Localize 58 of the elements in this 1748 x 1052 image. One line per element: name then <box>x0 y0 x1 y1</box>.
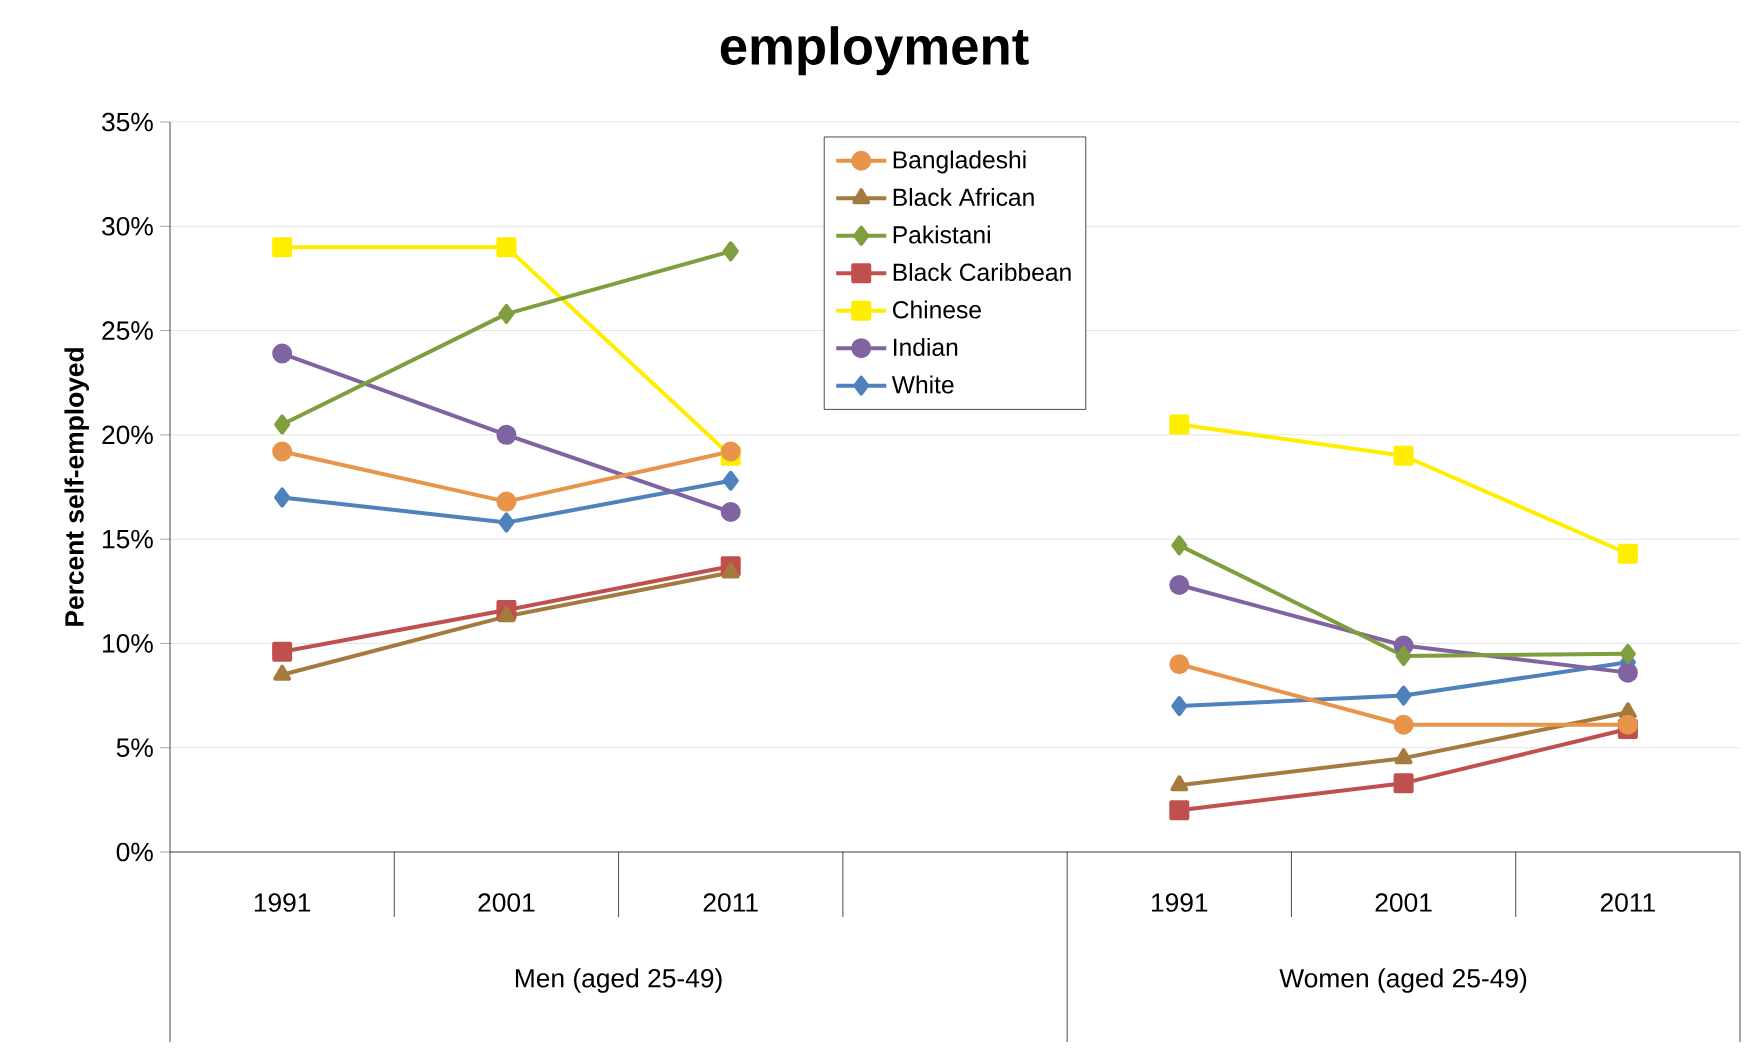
point <box>272 237 293 258</box>
point <box>1617 662 1638 683</box>
y-tick-label: 25% <box>102 321 153 340</box>
point <box>1169 575 1190 596</box>
point <box>1617 543 1638 564</box>
point <box>1393 714 1414 735</box>
point <box>1169 654 1190 675</box>
x-tick-label: 1991 <box>1151 893 1208 912</box>
point <box>272 641 293 662</box>
point <box>1169 800 1190 821</box>
text: Men (aged 25-49) <box>515 968 722 993</box>
point <box>273 664 292 681</box>
point <box>1394 748 1413 765</box>
point <box>1393 773 1414 794</box>
point <box>1619 643 1636 664</box>
x-tick-label: 2011 <box>703 893 758 912</box>
legend-label: Black Caribbean <box>893 262 1071 282</box>
point <box>720 502 741 523</box>
point <box>496 424 517 445</box>
legend-label: Black African <box>893 187 1034 207</box>
point <box>1171 696 1188 716</box>
point <box>1169 414 1190 435</box>
point <box>722 470 739 491</box>
point <box>1395 685 1412 706</box>
y-tick-label: 15% <box>103 529 153 549</box>
y-tick-label: 5% <box>116 738 153 757</box>
legend-label: White <box>891 375 954 394</box>
legend-label: Pakistani <box>893 225 990 244</box>
y-tick-label: 10% <box>103 634 153 653</box>
point <box>496 237 517 258</box>
y-axis-title: Percent self-employed <box>64 348 89 626</box>
y-tick-label: 0% <box>116 842 153 862</box>
point <box>1393 445 1414 466</box>
point <box>272 441 293 462</box>
point <box>274 414 291 435</box>
y-tick-label: 30% <box>102 216 153 236</box>
point <box>1170 775 1189 792</box>
point <box>498 303 515 324</box>
x-tick-label: 2001 <box>1375 893 1432 912</box>
point <box>274 487 291 508</box>
point <box>1171 535 1188 556</box>
point <box>1395 645 1412 666</box>
legend-label: Indian <box>894 337 958 357</box>
x-tick-label: 1991 <box>254 893 311 912</box>
y-tick-label: 35% <box>102 112 153 132</box>
x-tick-label: 2001 <box>478 893 535 912</box>
legend-label: Bangladeshi <box>893 150 1026 174</box>
text: Women (aged 25-49) <box>1279 968 1527 993</box>
chart-title: employment <box>720 26 1029 76</box>
y-tick-label: 20% <box>102 425 153 445</box>
x-tick-label: 2011 <box>1600 893 1655 912</box>
point <box>498 512 515 533</box>
point <box>496 491 517 512</box>
legend-label: Chinese <box>892 300 981 319</box>
point <box>722 241 739 262</box>
point <box>497 606 516 623</box>
point <box>721 562 740 579</box>
point <box>272 343 293 364</box>
